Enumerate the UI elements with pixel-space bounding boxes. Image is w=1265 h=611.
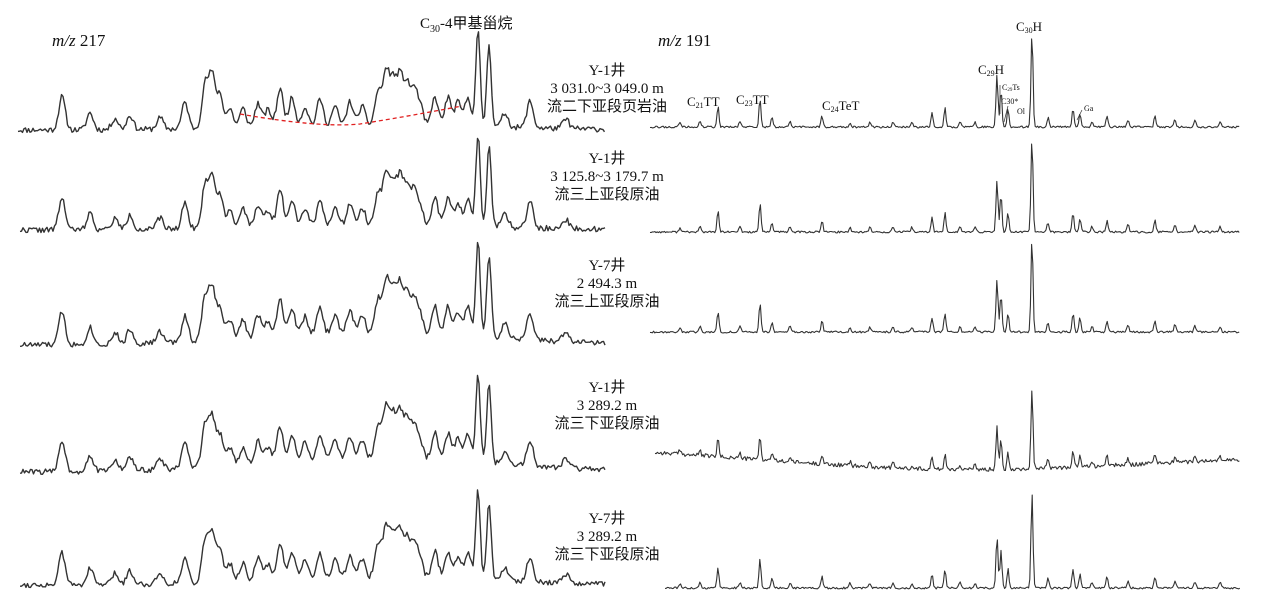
ol-label: Ol (1017, 107, 1026, 116)
c29h-label: C29H (978, 62, 1004, 78)
mz191-trace (649, 38, 1240, 129)
mz191-traces (649, 38, 1241, 590)
mz217-trace (19, 241, 606, 348)
sample-label: Y-1井 3 125.8~3 179.7 m 流三上亚段原油 (550, 150, 664, 203)
mz217-label: m/z 217 (52, 31, 106, 50)
mz217-trace (20, 489, 606, 589)
mz191-trace (654, 390, 1240, 472)
c30star-leader (1003, 105, 1009, 123)
c30h-label: C30H (1016, 19, 1042, 35)
mz217-trace (19, 374, 606, 475)
baseline-marker (239, 105, 463, 126)
mz191-trace (664, 494, 1241, 590)
sample-label: Y-7井 2 494.3 m 流三上亚段原油 (554, 257, 659, 310)
c21tt-label: C21TT (687, 94, 720, 110)
sample-label: Y-7井 3 289.2 m 流三下亚段原油 (554, 510, 659, 563)
sample-labels: Y-1井 3 031.0~3 049.0 m 流二下亚段页岩油 Y-1井 3 125.8… (547, 62, 667, 563)
mz191-trace (649, 143, 1240, 234)
c23tt-label: C23TT (736, 92, 769, 108)
c29ts-label: C29Ts (1002, 83, 1020, 93)
mz217-trace (17, 31, 606, 134)
ga-label: Ga (1084, 104, 1094, 113)
sample-label: Y-1井 3 031.0~3 049.0 m 流二下亚段页岩油 (547, 62, 667, 115)
mz191-label: m/z 191 (658, 31, 711, 50)
mz217-trace (19, 137, 606, 234)
mz191-trace (649, 243, 1240, 334)
c30-methylsterane-label: C30-4甲基甾烷 (420, 15, 513, 35)
sample-label: Y-1井 3 289.2 m 流三下亚段原油 (554, 379, 659, 432)
mz217-traces (17, 31, 606, 589)
c24tet-label: C24TeT (822, 98, 859, 114)
c30star-label: C30* (1001, 97, 1018, 106)
